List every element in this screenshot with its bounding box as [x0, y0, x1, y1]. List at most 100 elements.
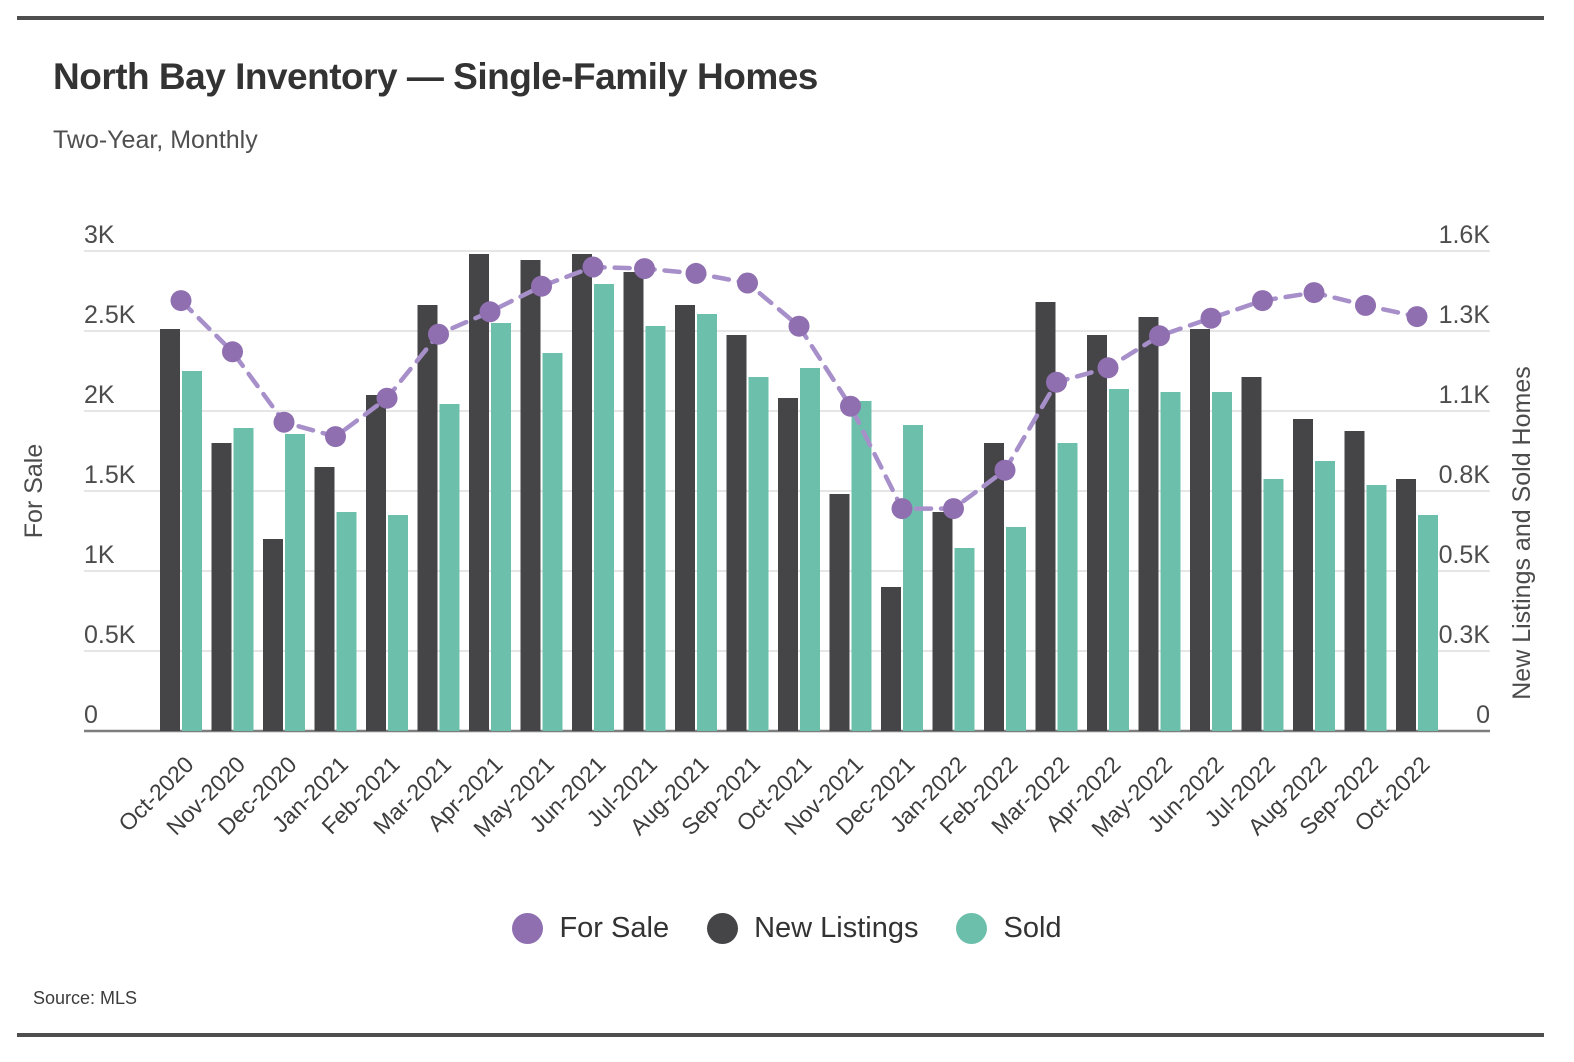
right-axis-tick-label: 1.6K: [1439, 221, 1491, 249]
bar-sold: [542, 353, 563, 731]
right-axis-tick-label: 1.3K: [1439, 301, 1491, 329]
for-sale-point: [325, 426, 346, 448]
for-sale-point: [1355, 294, 1376, 316]
bar-new-listings: [366, 395, 386, 731]
bar-sold: [1315, 461, 1335, 731]
top-divider: [17, 16, 1544, 20]
legend-item-new-listings: New Listings: [707, 912, 918, 945]
bar-new-listings: [1241, 377, 1262, 731]
for-sale-point: [1046, 371, 1067, 393]
for-sale-point: [943, 498, 964, 520]
for-sale-swatch-icon: [512, 913, 544, 944]
bar-new-listings: [160, 329, 180, 731]
bar-sold: [182, 371, 202, 731]
bar-new-listings: [417, 305, 438, 731]
bar-sold: [1160, 392, 1181, 731]
bar-new-listings: [881, 587, 901, 731]
bar-sold: [594, 284, 614, 731]
for-sale-point: [531, 275, 552, 297]
bar-sold: [388, 515, 408, 731]
for-sale-point: [1303, 282, 1325, 304]
legend-label: For Sale: [559, 912, 670, 944]
right-axis-tick-label: 0.8K: [1439, 461, 1491, 489]
bar-sold: [645, 326, 666, 731]
bar-new-listings: [1087, 335, 1107, 731]
bar-new-listings: [1138, 317, 1159, 731]
bar-new-listings: [469, 254, 489, 731]
bar-new-listings: [211, 443, 232, 731]
for-sale-point: [634, 258, 655, 280]
bar-new-listings: [314, 467, 335, 731]
legend-label: Sold: [1003, 912, 1062, 944]
bar-new-listings: [520, 260, 541, 731]
for-sale-point: [1406, 306, 1428, 328]
bar-sold: [439, 404, 460, 731]
for-sale-point: [1149, 325, 1170, 347]
right-axis-tick-label: 0: [1476, 701, 1490, 729]
bar-sold: [233, 428, 254, 731]
bar-new-listings: [1035, 302, 1056, 731]
bar-new-listings: [1190, 329, 1210, 731]
bar-new-listings: [623, 272, 644, 731]
source-note: Source: MLS: [33, 988, 138, 1008]
bar-sold: [748, 377, 769, 731]
left-axis-tick-label: 1K: [84, 541, 115, 569]
chart-legend: For Sale New Listings Sold: [0, 912, 1574, 945]
bar-sold: [491, 323, 511, 731]
bar-sold: [285, 434, 305, 731]
left-axis-tick-label: 1.5K: [84, 461, 136, 489]
bar-new-listings: [1396, 479, 1416, 731]
page-title: North Bay Inventory — Single-Family Home…: [53, 56, 818, 97]
for-sale-point: [737, 272, 758, 294]
for-sale-point: [1097, 357, 1119, 379]
bar-new-listings: [984, 443, 1004, 731]
for-sale-point: [1200, 307, 1222, 329]
for-sale-point: [170, 290, 192, 312]
legend-item-sold: Sold: [956, 912, 1062, 945]
bar-new-listings: [675, 305, 695, 731]
bar-new-listings: [572, 254, 592, 731]
bar-new-listings: [932, 512, 953, 731]
bar-sold: [1263, 479, 1284, 731]
for-sale-point: [273, 411, 295, 433]
for-sale-point: [1252, 290, 1273, 312]
bar-new-listings: [829, 494, 850, 731]
for-sale-point: [428, 323, 449, 345]
bar-new-listings: [1344, 431, 1365, 731]
new-listings-swatch-icon: [707, 913, 739, 944]
left-axis-tick-label: 0: [84, 701, 98, 729]
bar-sold: [954, 548, 975, 731]
bar-sold: [697, 314, 717, 731]
for-sale-point: [479, 301, 501, 323]
for-sale-point: [582, 256, 604, 278]
bar-new-listings: [726, 335, 747, 731]
page-subtitle: Two-Year, Monthly: [53, 126, 258, 154]
bar-sold: [1006, 527, 1026, 731]
bar-sold: [1418, 515, 1438, 731]
for-sale-point: [840, 395, 861, 417]
left-axis-tick-label: 2K: [84, 381, 115, 409]
left-axis-tick-label: 0.5K: [84, 621, 136, 649]
right-axis-tick-label: 0.5K: [1439, 541, 1491, 569]
for-sale-point: [685, 262, 707, 284]
left-axis-tick-label: 3K: [84, 221, 115, 249]
left-axis-title: For Sale: [20, 444, 48, 538]
for-sale-point: [788, 315, 810, 337]
bar-sold: [1212, 392, 1232, 731]
for-sale-point: [891, 498, 913, 520]
bar-sold: [1366, 485, 1387, 731]
bar-new-listings: [778, 398, 798, 731]
bar-sold: [1057, 443, 1078, 731]
bar-sold: [1109, 389, 1129, 731]
bar-new-listings: [263, 539, 283, 731]
bar-sold: [851, 401, 872, 731]
right-axis-tick-label: 0.3K: [1439, 621, 1491, 649]
for-sale-point: [994, 459, 1016, 481]
for-sale-point: [376, 387, 398, 409]
bar-new-listings: [1293, 419, 1313, 731]
bottom-divider: [17, 1033, 1544, 1037]
right-axis-tick-label: 1.1K: [1439, 381, 1491, 409]
bar-sold: [903, 425, 923, 731]
